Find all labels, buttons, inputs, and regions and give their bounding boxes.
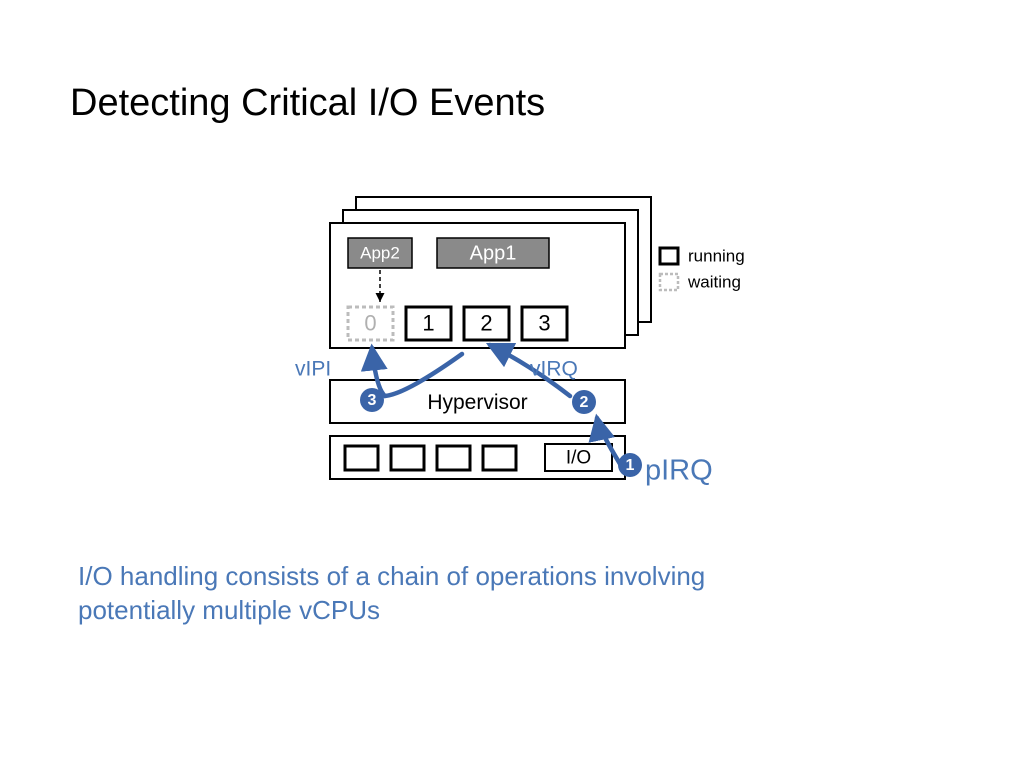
hypervisor-label: Hypervisor [427, 391, 527, 414]
blue-label: vIPI [295, 358, 331, 381]
legend-label: waiting [687, 272, 741, 291]
blue-label: pIRQ [645, 455, 713, 487]
io-label: I/O [566, 448, 591, 469]
vcpu-label: 2 [480, 310, 492, 335]
vcpu-label: 0 [364, 310, 376, 335]
step-badge-number: 2 [580, 394, 589, 411]
step-badge-number: 3 [368, 392, 377, 409]
page-title: Detecting Critical I/O Events [70, 82, 545, 124]
legend-swatch-waiting [660, 274, 678, 290]
app-label: App1 [470, 242, 517, 264]
caption: I/O handling consists of a chain of oper… [78, 561, 705, 625]
blue-label: vIRQ [530, 358, 578, 381]
step-badge-number: 1 [626, 457, 635, 474]
legend-swatch-running [660, 248, 678, 264]
vcpu-label: 3 [538, 310, 550, 335]
legend-label: running [688, 246, 745, 265]
app-label: App2 [360, 243, 400, 262]
vcpu-label: 1 [422, 310, 434, 335]
